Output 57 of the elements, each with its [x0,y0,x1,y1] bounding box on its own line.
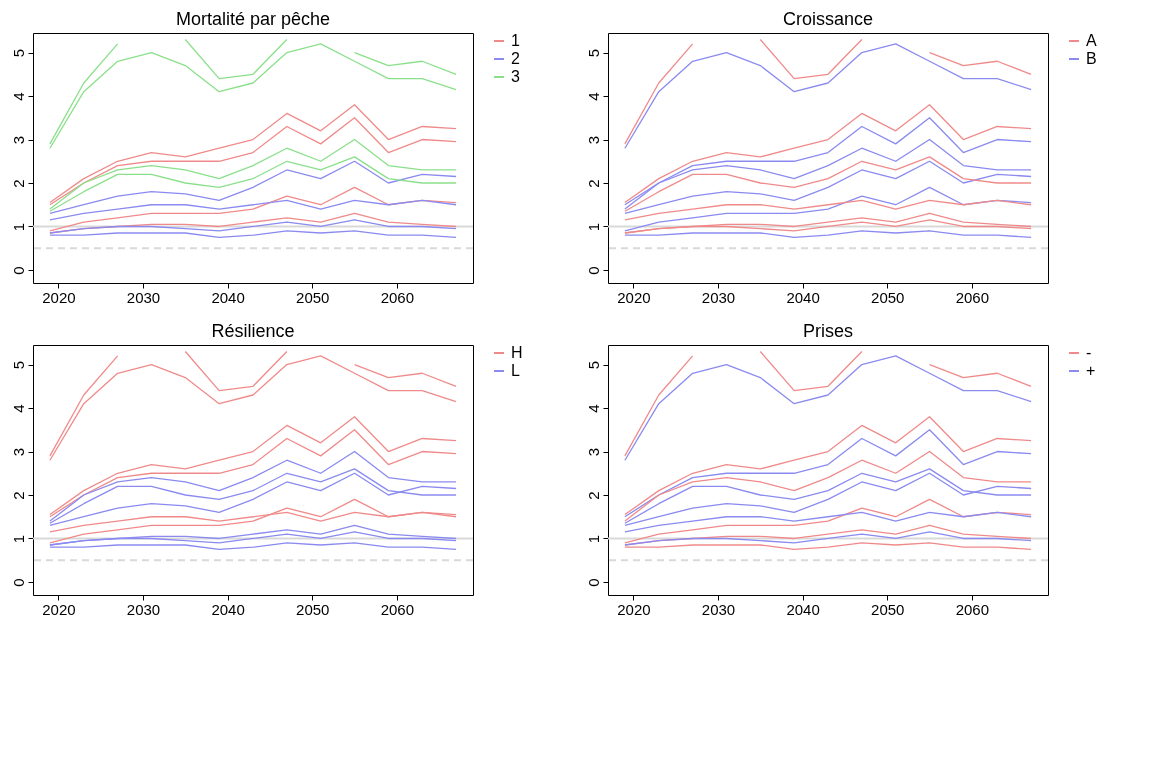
y-tick-label: 1 [9,222,27,232]
x-tick-label: 2040 [211,600,245,618]
y-tick-label: 5 [9,360,27,370]
legend-label: + [1086,362,1096,379]
x-tick-label: 2030 [126,600,161,618]
x-tick-label: 2040 [786,600,820,618]
x-tick-label: 2040 [786,288,820,306]
y-tick-label: 1 [584,534,602,544]
y-tick-label: 5 [9,48,27,58]
y-tick-label: 3 [9,447,27,457]
y-tick-label: 0 [9,578,27,587]
legend-label: B [1086,50,1097,67]
y-tick-label: 0 [9,266,27,275]
y-tick-label: 1 [584,222,602,232]
y-tick-label: 2 [584,491,602,500]
x-tick-label: 2030 [126,288,161,306]
x-tick-label: 2060 [380,288,415,306]
chart-title: Croissance [782,9,874,29]
x-tick-label: 2020 [617,288,651,306]
y-tick-label: 3 [584,135,602,145]
x-tick-label: 2060 [380,600,415,618]
x-tick-label: 2030 [701,288,736,306]
y-tick-label: 2 [9,179,27,188]
x-tick-label: 2050 [871,288,905,306]
x-tick-label: 2020 [617,600,651,618]
y-tick-label: 3 [9,135,27,145]
y-tick-label: 5 [584,360,602,370]
legend-label: - [1086,344,1092,361]
x-tick-label: 2060 [955,600,990,618]
legend-label: 3 [511,68,520,85]
y-tick-label: 2 [584,179,602,188]
legend-label: 1 [511,32,520,49]
chart-title: Résilience [211,321,295,341]
chart-title: Prises [802,321,854,341]
legend-label: A [1086,32,1097,49]
y-tick-label: 3 [584,447,602,457]
x-tick-label: 2060 [955,288,990,306]
x-tick-label: 2020 [42,600,76,618]
y-tick-label: 1 [9,534,27,544]
y-tick-label: 4 [584,92,602,101]
y-tick-label: 5 [584,48,602,58]
x-tick-label: 2050 [871,600,905,618]
y-tick-label: 0 [584,266,602,275]
x-tick-label: 2050 [296,600,330,618]
y-tick-label: 0 [584,578,602,587]
y-tick-label: 4 [9,92,27,101]
x-tick-label: 2040 [211,288,245,306]
legend-label: H [511,344,523,361]
x-tick-label: 2050 [296,288,330,306]
x-tick-label: 2020 [42,288,76,306]
chart-title: Mortalité par pêche [175,9,331,29]
y-tick-label: 4 [9,404,27,413]
legend-label: 2 [511,50,520,67]
y-tick-label: 4 [584,404,602,413]
y-tick-label: 2 [9,491,27,500]
legend-label: L [511,362,520,379]
x-tick-label: 2030 [701,600,736,618]
